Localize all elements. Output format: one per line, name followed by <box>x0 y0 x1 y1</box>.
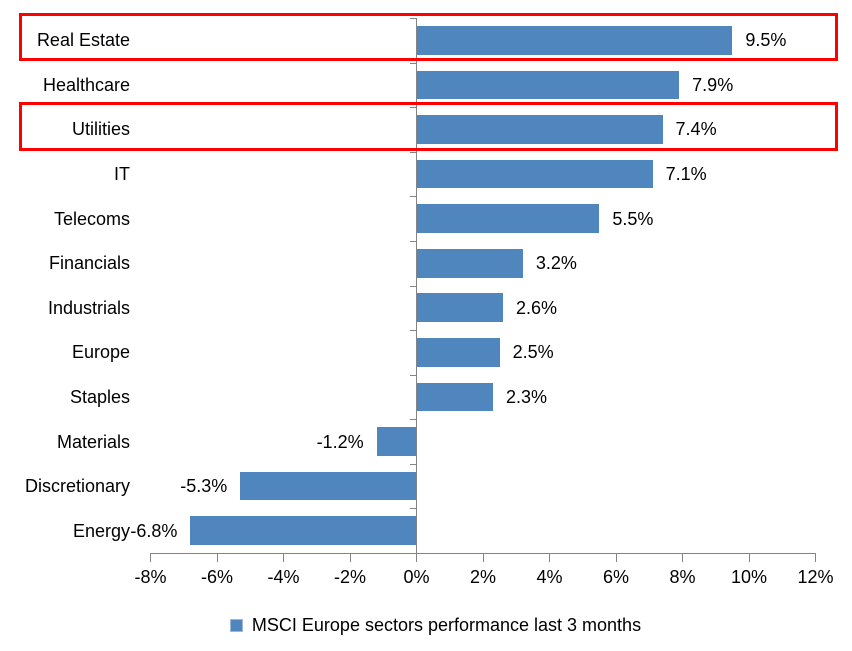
value-label: -1.2% <box>316 431 364 452</box>
x-tick-label: 10% <box>730 567 768 587</box>
y-tick <box>410 374 416 376</box>
highlight-box <box>19 13 838 62</box>
x-tick-label: -2% <box>333 567 366 587</box>
y-tick <box>410 240 416 242</box>
category-label: IT <box>114 164 130 185</box>
y-tick <box>410 196 416 198</box>
value-label: -5.3% <box>180 476 228 497</box>
legend-swatch-icon <box>229 618 243 632</box>
x-tick <box>150 553 151 562</box>
category-label: Healthcare <box>42 74 130 95</box>
x-tick <box>349 553 351 562</box>
category-label: Discretionary <box>24 476 130 497</box>
category-label: Staples <box>69 386 130 407</box>
value-label: 7.9% <box>692 74 734 95</box>
y-axis-line <box>416 18 417 553</box>
y-tick <box>410 107 416 109</box>
category-label: Telecoms <box>53 208 130 229</box>
bar <box>416 159 653 189</box>
x-tick-label: 2% <box>469 567 496 587</box>
bar <box>376 427 417 456</box>
y-tick <box>410 419 416 421</box>
legend-label: MSCI Europe sectors performance last 3 m… <box>251 615 642 635</box>
x-tick-label: 8% <box>669 567 696 587</box>
y-tick <box>410 151 416 153</box>
x-tick <box>549 553 550 562</box>
y-tick <box>410 18 416 19</box>
category-label: Europe <box>71 342 130 363</box>
y-tick <box>410 553 416 554</box>
category-label: Financials <box>48 253 130 274</box>
y-tick <box>410 330 416 332</box>
value-label: 2.5% <box>512 342 554 363</box>
bar <box>416 293 503 323</box>
value-label: 3.2% <box>535 253 577 274</box>
x-tick <box>682 553 683 562</box>
value-label: 2.3% <box>505 386 547 407</box>
y-tick <box>410 62 416 64</box>
x-tick <box>216 553 218 562</box>
legend: MSCI Europe sectors performance last 3 m… <box>0 610 852 640</box>
y-tick <box>410 463 416 465</box>
value-label: 2.6% <box>515 297 557 318</box>
x-tick <box>416 553 417 562</box>
bar <box>416 248 523 278</box>
x-tick-label: -6% <box>200 567 233 587</box>
value-label: 7.1% <box>665 164 707 185</box>
value-label: -6.8% <box>130 520 178 541</box>
bar <box>416 25 733 55</box>
y-tick <box>410 508 416 510</box>
bar <box>240 471 417 501</box>
category-label: Utilities <box>71 119 130 140</box>
x-tick <box>283 553 284 562</box>
x-tick <box>615 553 617 562</box>
x-tick-label: 6% <box>602 567 629 587</box>
category-label: Materials <box>56 431 130 452</box>
bar <box>416 204 600 233</box>
x-tick-label: 12% <box>797 567 834 587</box>
highlight-box <box>19 102 838 151</box>
x-tick-label: 4% <box>536 567 563 587</box>
x-tick-label: -8% <box>134 567 167 587</box>
bar <box>416 70 680 100</box>
bar <box>416 338 500 367</box>
value-label: 7.4% <box>675 119 717 140</box>
category-label: Real Estate <box>36 30 130 51</box>
x-tick-label: 0% <box>403 567 430 587</box>
value-label: 5.5% <box>612 208 654 229</box>
category-label: Energy <box>72 520 130 541</box>
bar <box>416 382 493 412</box>
y-tick <box>410 285 416 287</box>
x-tick <box>815 553 816 562</box>
x-tick <box>482 553 484 562</box>
bar <box>190 516 417 545</box>
x-tick <box>748 553 750 562</box>
value-label: 9.5% <box>745 30 787 51</box>
bar <box>416 115 663 144</box>
category-label: Industrials <box>47 297 130 318</box>
x-tick-label: -4% <box>267 567 300 587</box>
